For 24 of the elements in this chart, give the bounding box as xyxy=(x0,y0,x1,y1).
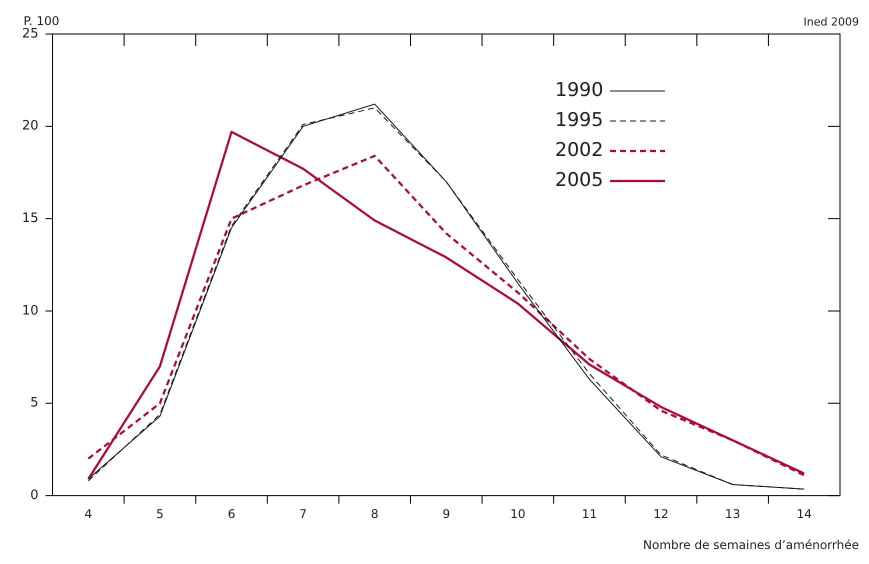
y-tick-label: 25 xyxy=(22,26,39,42)
x-tick-label: 6 xyxy=(228,506,236,521)
legend-label: 2005 xyxy=(555,168,604,191)
x-axis-title: Nombre de semaines d’aménorrhée xyxy=(643,538,859,552)
x-tick-label: 12 xyxy=(653,506,669,521)
y-tick-label: 20 xyxy=(22,118,39,134)
legend-label: 2002 xyxy=(555,138,604,161)
x-tick-label: 7 xyxy=(299,506,307,521)
x-tick-label: 13 xyxy=(724,506,740,521)
y-tick-label: 0 xyxy=(30,488,39,503)
y-tick-label: 5 xyxy=(30,396,39,411)
x-tick-label: 4 xyxy=(84,506,92,521)
y-tick-label: 10 xyxy=(22,303,39,318)
x-tick-label: 14 xyxy=(796,506,812,521)
y-axis-title: P. 100 xyxy=(24,14,60,28)
x-tick-label: 11 xyxy=(582,506,598,521)
text: Ined 2009 xyxy=(804,15,859,28)
x-tick-label: 5 xyxy=(156,506,164,521)
y-tick-label: 15 xyxy=(22,211,39,226)
x-tick-label: 8 xyxy=(370,506,379,521)
legend-label: 1990 xyxy=(555,78,604,101)
x-tick-label: 10 xyxy=(510,506,526,521)
legend-label: 1995 xyxy=(555,108,604,131)
x-tick-label: 9 xyxy=(442,506,450,521)
